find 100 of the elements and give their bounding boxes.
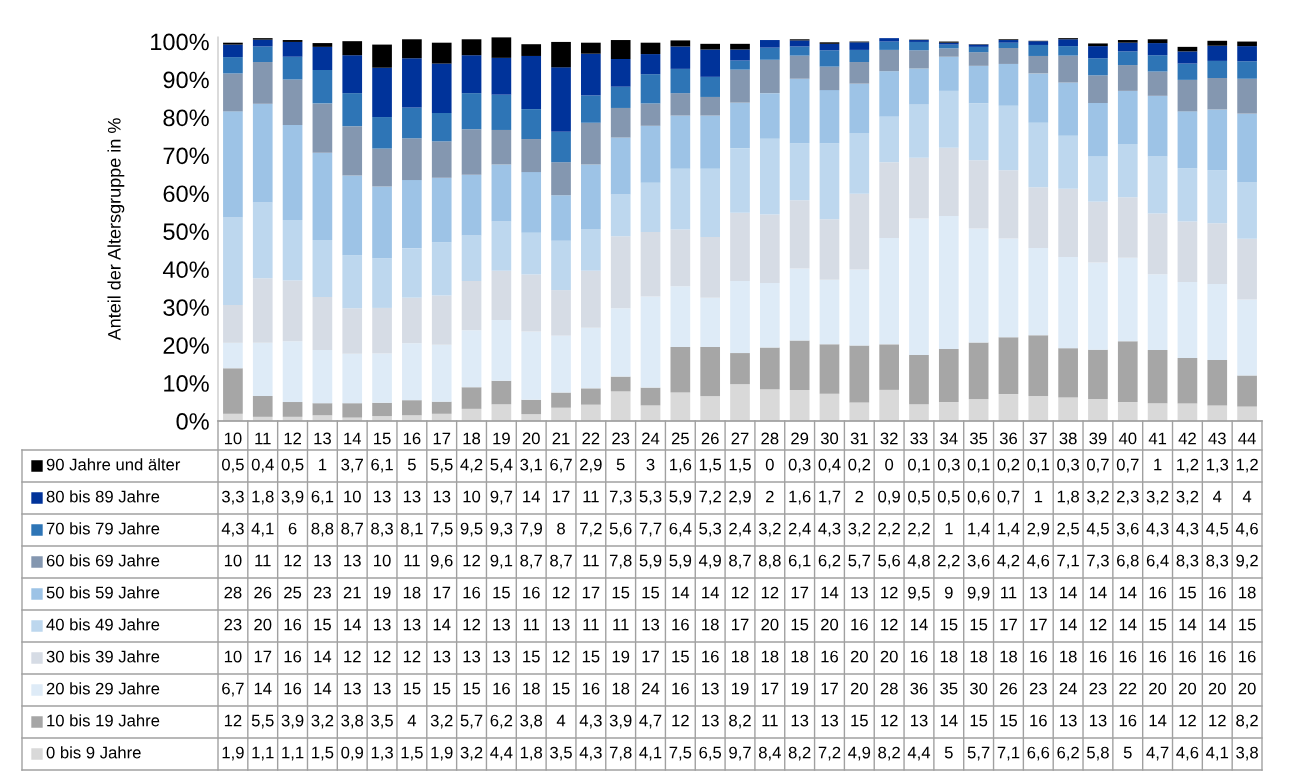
x-tick-label: 44 — [1238, 432, 1256, 445]
x-tick-label: 20 — [522, 432, 540, 445]
legend-label: 90 Jahre und älter — [46, 458, 181, 471]
data-label: 14 — [433, 618, 451, 631]
bar — [610, 86, 631, 108]
data-label: 12 — [284, 554, 301, 567]
data-label: 0,7 — [1087, 458, 1109, 473]
bar — [342, 175, 363, 256]
data-label: 7,2 — [699, 490, 721, 505]
bar — [1117, 90, 1138, 144]
bar — [1117, 144, 1138, 198]
data-label: 13 — [851, 586, 868, 599]
data-label: 20 — [850, 650, 868, 663]
bar — [312, 43, 333, 47]
bar — [610, 194, 631, 237]
data-label: 8,7 — [520, 554, 542, 569]
data-label: 16 — [672, 618, 689, 631]
bar — [670, 115, 691, 169]
bar — [1207, 109, 1228, 171]
data-label: 1 — [1154, 458, 1162, 471]
data-label: 2,5 — [1057, 522, 1079, 537]
bar — [551, 240, 571, 291]
data-label: 4,5 — [1206, 522, 1229, 537]
data-label: 16 — [284, 682, 302, 695]
data-label: 1,9 — [431, 746, 453, 761]
data-label: 15 — [1149, 618, 1167, 631]
x-tick-label: 36 — [999, 432, 1017, 445]
x-tick-label: 31 — [850, 432, 868, 445]
data-label: 14 — [1179, 618, 1197, 631]
bar — [282, 341, 303, 403]
bar — [342, 126, 363, 176]
bar — [223, 304, 243, 343]
bar — [491, 320, 512, 381]
bar — [968, 65, 989, 104]
data-label: 1,8 — [1057, 490, 1079, 505]
data-label: 7,5 — [430, 522, 453, 537]
data-label: 1,5 — [729, 458, 751, 473]
x-tick-label: 43 — [1208, 432, 1226, 445]
bar — [968, 399, 989, 421]
data-label: 0,1 — [1027, 458, 1050, 473]
bar — [252, 62, 273, 104]
x-tick-label: 42 — [1178, 432, 1196, 445]
bar — [730, 148, 750, 213]
bar — [670, 168, 691, 230]
data-label: 1,3 — [1206, 458, 1229, 473]
bar — [909, 104, 929, 158]
bar — [461, 55, 482, 94]
bar — [1147, 55, 1168, 72]
data-label: 12 — [224, 714, 242, 727]
bar — [282, 56, 303, 80]
data-label: 15 — [672, 650, 689, 663]
x-tick-label: 19 — [493, 432, 510, 445]
data-label: 15 — [493, 586, 510, 599]
data-label: 3,3 — [221, 490, 244, 505]
bar — [998, 63, 1019, 106]
bar — [849, 133, 870, 194]
bar — [402, 297, 422, 344]
data-label: 8 — [557, 522, 565, 535]
x-tick-label: 13 — [314, 432, 331, 445]
data-label: 15 — [582, 650, 600, 663]
data-label: 13 — [344, 682, 361, 695]
data-label: 20 — [1179, 682, 1197, 695]
bar — [789, 143, 810, 201]
bar — [223, 73, 243, 112]
data-label: 1,6 — [789, 490, 811, 505]
data-label: 1 — [319, 458, 327, 471]
bar — [610, 107, 631, 138]
data-label: 3,9 — [281, 714, 304, 729]
data-label: 2 — [766, 490, 774, 503]
bar — [819, 279, 840, 345]
bar — [312, 46, 333, 71]
data-label: 6,1 — [788, 554, 811, 569]
bar — [431, 63, 452, 113]
bar — [1237, 375, 1257, 407]
data-label: 13 — [910, 714, 928, 727]
data-label: 13 — [314, 554, 331, 567]
data-label: 16 — [1030, 650, 1047, 663]
data-label: 16 — [493, 682, 510, 695]
data-label: 6,2 — [490, 714, 513, 729]
bar — [789, 55, 810, 79]
bar — [402, 180, 422, 249]
data-label: 16 — [523, 586, 540, 599]
bar — [1028, 247, 1049, 336]
data-label: 17 — [553, 490, 570, 503]
y-tick-label: 0% — [176, 413, 209, 430]
y-tick-label: 40% — [162, 261, 209, 279]
data-label: 8,2 — [1236, 714, 1258, 729]
data-label: 24 — [642, 682, 660, 695]
data-label: 16 — [672, 682, 689, 695]
bar — [461, 387, 482, 409]
bar — [431, 42, 452, 64]
bar — [1117, 65, 1138, 91]
data-label: 2,9 — [1027, 522, 1050, 537]
data-label: 1,8 — [520, 746, 543, 761]
data-label: 5,9 — [669, 490, 692, 505]
bar — [551, 131, 571, 163]
data-label: 0 — [885, 458, 894, 471]
data-label: 0,3 — [1057, 458, 1079, 473]
bar — [670, 68, 691, 94]
data-label: 5,5 — [251, 714, 274, 729]
